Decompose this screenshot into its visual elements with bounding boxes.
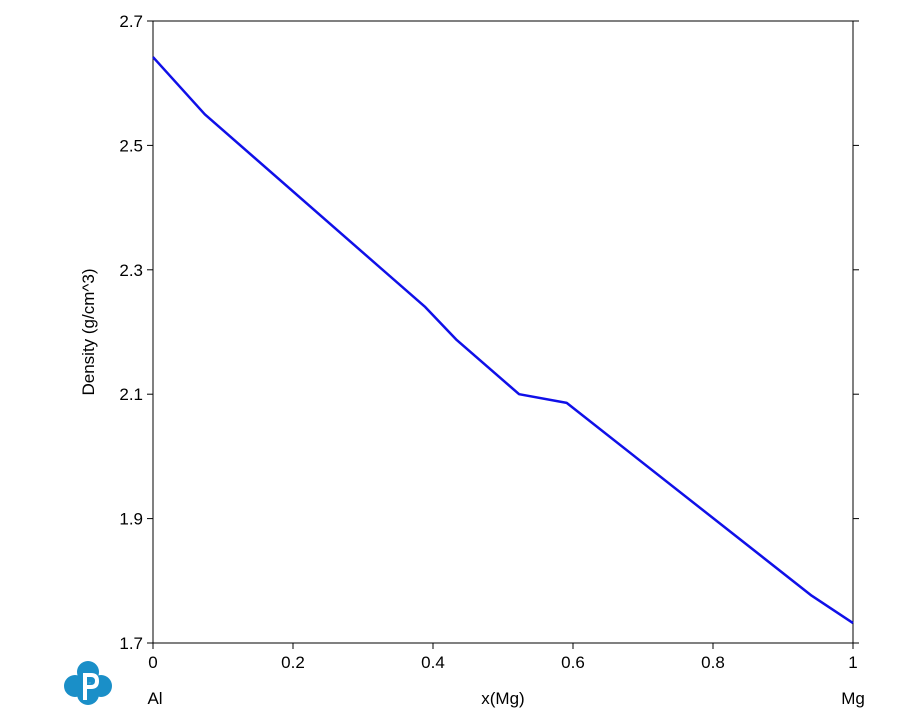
- y-axis-label: Density (g/cm^3): [79, 268, 98, 395]
- data-line: [152, 56, 854, 625]
- x-start-label: Al: [147, 689, 162, 708]
- y-tick-label: 2.5: [119, 136, 143, 155]
- y-tick-label: 2.7: [119, 12, 143, 31]
- x-tick-label: 0.4: [421, 653, 445, 672]
- x-tick-label: 0: [148, 653, 157, 672]
- x-end-label: Mg: [841, 689, 865, 708]
- x-tick-label: 0.2: [281, 653, 305, 672]
- x-tick-label: 1: [848, 653, 857, 672]
- logo: [64, 661, 112, 705]
- plot-frame: [152, 20, 854, 644]
- x-tick-label: 0.8: [701, 653, 725, 672]
- y-tick-label: 1.7: [119, 634, 143, 653]
- x-axis-label: x(Mg): [481, 689, 524, 708]
- y-tick-label: 1.9: [119, 510, 143, 529]
- y-tick-label: 2.1: [119, 385, 143, 404]
- y-tick-label: 2.3: [119, 261, 143, 280]
- x-tick-label: 0.6: [561, 653, 585, 672]
